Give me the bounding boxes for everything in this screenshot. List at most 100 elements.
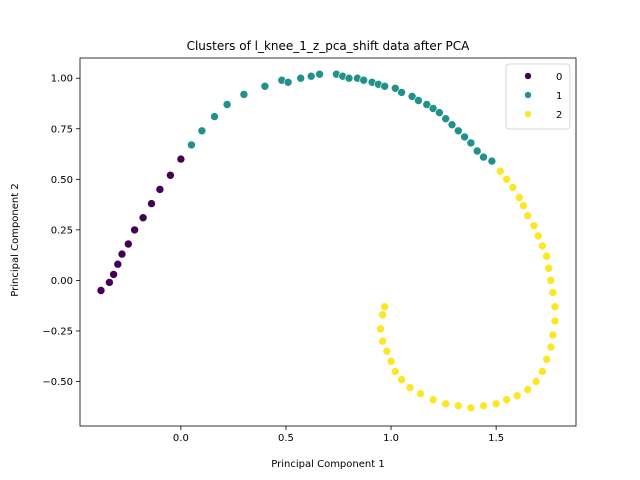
data-point xyxy=(109,270,118,279)
data-point xyxy=(523,211,533,220)
y-tick-label: 1.00 xyxy=(51,74,73,85)
data-point xyxy=(390,367,400,376)
data-point xyxy=(239,90,249,99)
data-point xyxy=(306,71,316,81)
data-point xyxy=(197,126,207,136)
y-tick-label: 0.00 xyxy=(51,276,73,287)
data-point xyxy=(147,199,156,208)
data-point xyxy=(502,175,511,184)
data-point xyxy=(441,114,451,123)
data-point xyxy=(380,302,390,312)
data-point xyxy=(538,241,547,251)
data-point xyxy=(344,73,354,83)
data-point xyxy=(315,69,324,79)
data-point xyxy=(538,367,547,376)
data-point xyxy=(508,183,518,192)
data-point xyxy=(479,152,488,162)
data-point xyxy=(117,249,127,259)
data-point xyxy=(222,100,232,109)
data-point xyxy=(519,201,528,210)
data-point xyxy=(386,356,396,366)
data-point xyxy=(466,403,476,413)
legend-label: 2 xyxy=(556,110,562,121)
data-point xyxy=(542,251,551,261)
data-point xyxy=(382,346,392,356)
data-point xyxy=(531,377,541,386)
data-point xyxy=(550,302,560,312)
data-point xyxy=(407,92,417,101)
data-point xyxy=(405,383,415,392)
data-point xyxy=(548,288,558,297)
data-point xyxy=(378,310,387,320)
data-point xyxy=(435,108,444,117)
data-point xyxy=(546,342,556,352)
data-point xyxy=(283,78,293,87)
data-point xyxy=(130,225,139,235)
data-point xyxy=(416,389,425,398)
y-axis-label: Principal Component 2 xyxy=(10,183,21,296)
data-point xyxy=(441,399,451,409)
data-point xyxy=(550,316,560,326)
y-tick-label: −0.50 xyxy=(42,377,73,388)
data-point xyxy=(113,259,123,269)
legend-marker xyxy=(524,72,532,80)
x-axis-label: Principal Component 1 xyxy=(271,459,384,470)
data-point xyxy=(502,395,511,405)
data-point xyxy=(533,231,543,241)
data-point xyxy=(542,354,551,364)
y-tick-label: 0.75 xyxy=(51,124,73,135)
legend-marker xyxy=(524,91,532,99)
data-point xyxy=(546,276,556,285)
data-point xyxy=(422,100,432,109)
data-point xyxy=(296,73,306,83)
x-tick-label: 1.0 xyxy=(383,433,399,444)
legend-box xyxy=(505,63,571,130)
legend-marker xyxy=(524,110,532,118)
data-point xyxy=(523,385,533,394)
data-point xyxy=(487,156,497,166)
axes-frame xyxy=(79,57,577,427)
data-point xyxy=(453,401,463,411)
data-point xyxy=(529,221,539,231)
y-tick-label: −0.25 xyxy=(42,326,73,337)
data-point xyxy=(397,375,406,384)
chart-title: Clusters of l_knee_1_z_pca_shift data af… xyxy=(187,39,471,53)
data-point xyxy=(453,126,463,136)
data-point xyxy=(124,239,133,249)
data-point xyxy=(138,213,148,222)
data-point xyxy=(514,193,524,202)
plot-area xyxy=(96,69,560,413)
data-point xyxy=(378,336,387,346)
data-point xyxy=(155,185,165,194)
data-point xyxy=(105,278,114,287)
data-point xyxy=(176,154,186,164)
data-point xyxy=(96,286,106,295)
data-point xyxy=(460,132,469,142)
data-point xyxy=(380,82,390,91)
x-axis: 0.0 0.5 1.0 1.5 xyxy=(173,426,504,444)
data-point xyxy=(466,138,476,148)
data-point xyxy=(397,88,406,97)
data-point xyxy=(491,399,501,409)
y-tick-label: 0.25 xyxy=(51,225,73,236)
y-tick-label: 0.50 xyxy=(51,175,73,186)
data-point xyxy=(544,263,554,273)
data-point xyxy=(512,391,522,401)
legend-label: 0 xyxy=(556,72,562,83)
data-point xyxy=(428,104,438,113)
data-point xyxy=(210,112,219,121)
data-point xyxy=(376,324,385,334)
data-point xyxy=(359,75,369,85)
data-point xyxy=(187,140,196,150)
data-point xyxy=(479,401,488,411)
data-point xyxy=(548,330,558,340)
data-point xyxy=(428,395,438,405)
x-tick-label: 0.5 xyxy=(278,433,294,444)
data-point xyxy=(166,171,175,180)
data-point xyxy=(447,120,457,129)
data-point xyxy=(390,84,400,93)
x-tick-label: 1.5 xyxy=(488,433,504,444)
y-axis: −0.50 −0.25 0.00 0.25 0.50 0.75 1.00 xyxy=(42,74,80,388)
legend: 0 1 2 xyxy=(505,63,571,130)
